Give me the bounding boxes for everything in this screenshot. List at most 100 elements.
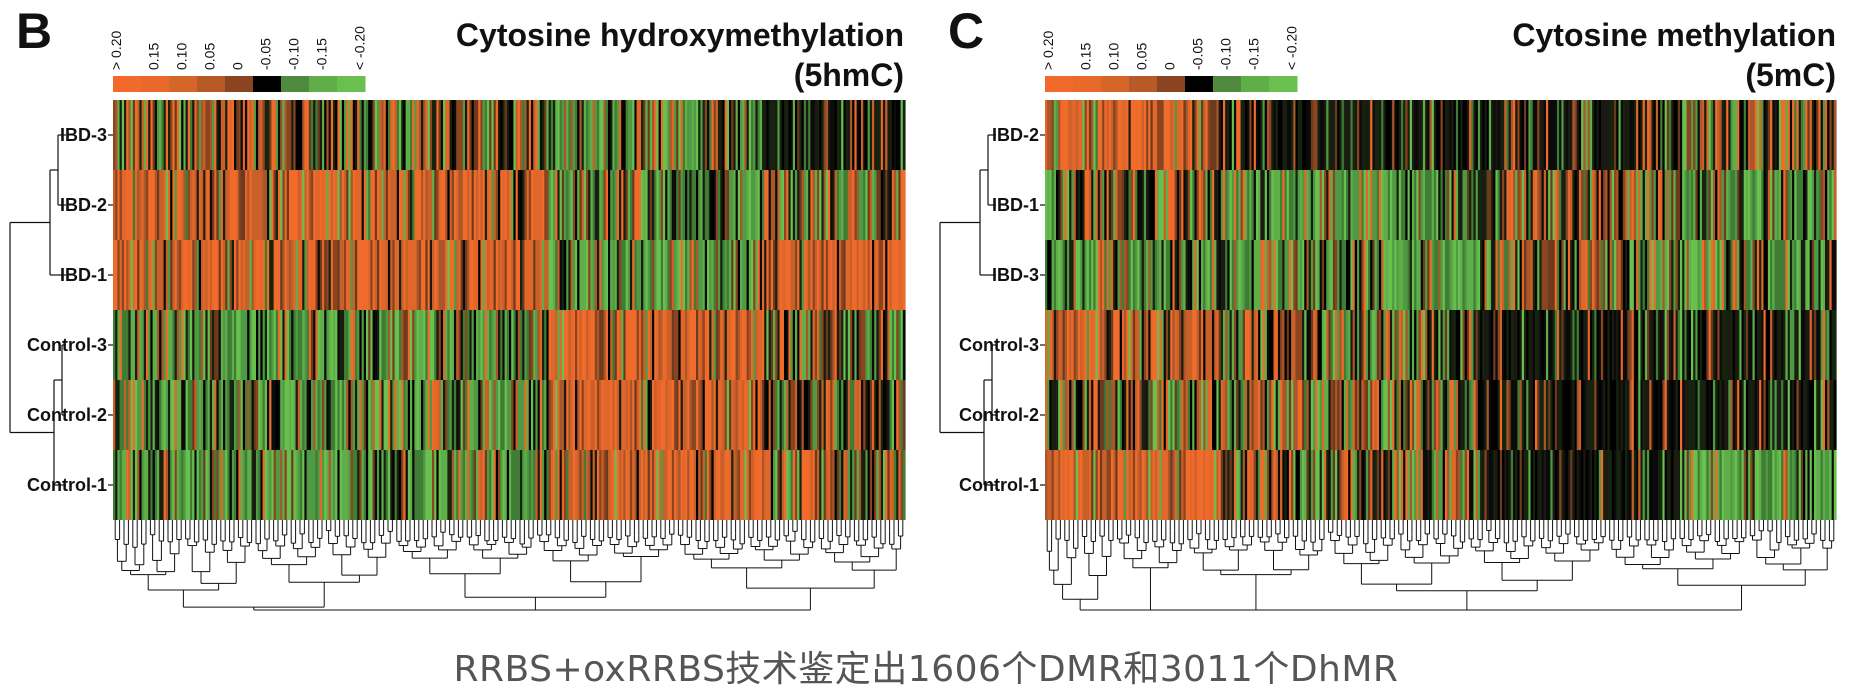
heatmap-cell	[1431, 240, 1435, 310]
heatmap-cell	[319, 380, 323, 450]
heatmap-cell	[502, 450, 506, 520]
heatmap-cell	[478, 240, 481, 310]
heatmap-cell	[550, 310, 554, 380]
heatmap-cell	[247, 240, 250, 310]
heatmap-cell	[539, 170, 543, 240]
heatmap-cell	[205, 380, 209, 450]
heatmap-cell	[1225, 170, 1228, 240]
heatmap-cell	[1781, 310, 1784, 380]
heatmap-cell	[456, 310, 459, 380]
heatmap-cell	[119, 240, 123, 310]
heatmap-cell	[1201, 310, 1204, 380]
heatmap-cell	[163, 100, 167, 170]
heatmap-cell	[124, 170, 127, 240]
heatmap-cell	[1280, 380, 1283, 450]
heatmap-cell	[1341, 310, 1345, 380]
heatmap-cell	[484, 240, 488, 310]
heatmap-cell	[1682, 170, 1685, 240]
heatmap-cell	[491, 170, 495, 240]
heatmap-cell	[1077, 450, 1081, 520]
heatmap-cell	[1616, 240, 1620, 310]
heatmap-cell	[436, 170, 440, 240]
heatmap-cell	[1666, 100, 1670, 170]
heatmap-cell	[1253, 240, 1257, 310]
heatmap-cell	[599, 240, 602, 310]
heatmap-cell	[1330, 450, 1334, 520]
heatmap-cell	[473, 100, 477, 170]
heatmap-cell	[1218, 450, 1222, 520]
heatmap-cell	[293, 240, 297, 310]
heatmap-cell	[374, 240, 378, 310]
heatmap-cell	[1620, 380, 1624, 450]
heatmap-cell	[317, 450, 321, 520]
heatmap-cell	[449, 170, 453, 240]
heatmap-cell	[451, 380, 455, 450]
heatmap-cell	[458, 100, 462, 170]
heatmap-cell	[1174, 310, 1178, 380]
heatmap-cell	[493, 100, 497, 170]
heatmap-cell	[1170, 450, 1174, 520]
heatmap-cell	[1614, 450, 1617, 520]
heatmap-cell	[1750, 100, 1754, 170]
heatmap-cell	[1682, 100, 1685, 170]
heatmap-cell	[328, 170, 332, 240]
heatmap-cell	[1504, 240, 1508, 310]
heatmap-cell	[194, 380, 198, 450]
heatmap-cell	[1381, 240, 1384, 310]
heatmap-cell	[128, 170, 132, 240]
heatmap-cell	[289, 240, 292, 310]
heatmap-cell	[583, 100, 587, 170]
heatmap-cell	[489, 310, 492, 380]
heatmap-cell	[1737, 380, 1740, 450]
heatmap-cell	[234, 450, 237, 520]
heatmap-cell	[790, 100, 794, 170]
heatmap-cell	[297, 100, 301, 170]
heatmap-cell	[1647, 380, 1650, 450]
heatmap-cell	[324, 170, 327, 240]
heatmap-cell	[1231, 380, 1235, 450]
heatmap-cell	[1451, 100, 1455, 170]
heatmap-cell	[124, 450, 127, 520]
heatmap-cell	[1130, 450, 1134, 520]
heatmap-cell	[179, 310, 182, 380]
heatmap-cell	[1756, 240, 1760, 310]
heatmap-cell	[689, 310, 693, 380]
heatmap-cell	[900, 100, 904, 170]
heatmap-cell	[614, 450, 618, 520]
heatmap-cell	[1545, 170, 1549, 240]
heatmap-cell	[1418, 450, 1422, 520]
heatmap-cell	[154, 310, 158, 380]
heatmap-cell	[328, 310, 332, 380]
heatmap-cell	[401, 310, 404, 380]
heatmap-cell	[856, 380, 860, 450]
heatmap-cell	[713, 100, 717, 170]
heatmap-cell	[1502, 240, 1505, 310]
heatmap-cell	[1190, 310, 1193, 380]
panel-b: B Cytosine hydroxymethylation (5hmC) > 0…	[9, 3, 906, 611]
heatmap-cell	[1609, 450, 1613, 520]
heatmap-cell	[1376, 240, 1380, 310]
heatmap-cell	[660, 380, 664, 450]
heatmap-cell	[1260, 310, 1264, 380]
heatmap-cell	[1504, 310, 1508, 380]
color-scale-tick-label: 0.15	[146, 43, 162, 70]
heatmap-cell	[1135, 450, 1138, 520]
heatmap-cell	[405, 380, 409, 450]
color-scale-swatch	[1045, 76, 1074, 92]
heatmap-cell	[359, 100, 363, 170]
heatmap-cell	[245, 450, 248, 520]
heatmap-cell	[1225, 380, 1228, 450]
heatmap-cell	[1137, 310, 1141, 380]
heatmap-cell	[1075, 170, 1079, 240]
heatmap-cell	[608, 100, 611, 170]
heatmap-cell	[170, 450, 173, 520]
heatmap-cell	[385, 380, 389, 450]
heatmap-cell	[1589, 240, 1593, 310]
heatmap-cell	[1585, 310, 1589, 380]
heatmap-cell	[1168, 100, 1171, 170]
heatmap-cell	[1493, 380, 1497, 450]
heatmap-cell	[297, 240, 301, 310]
heatmap-cell	[1227, 450, 1231, 520]
heatmap-cell	[773, 240, 776, 310]
heatmap-cell	[689, 100, 693, 170]
